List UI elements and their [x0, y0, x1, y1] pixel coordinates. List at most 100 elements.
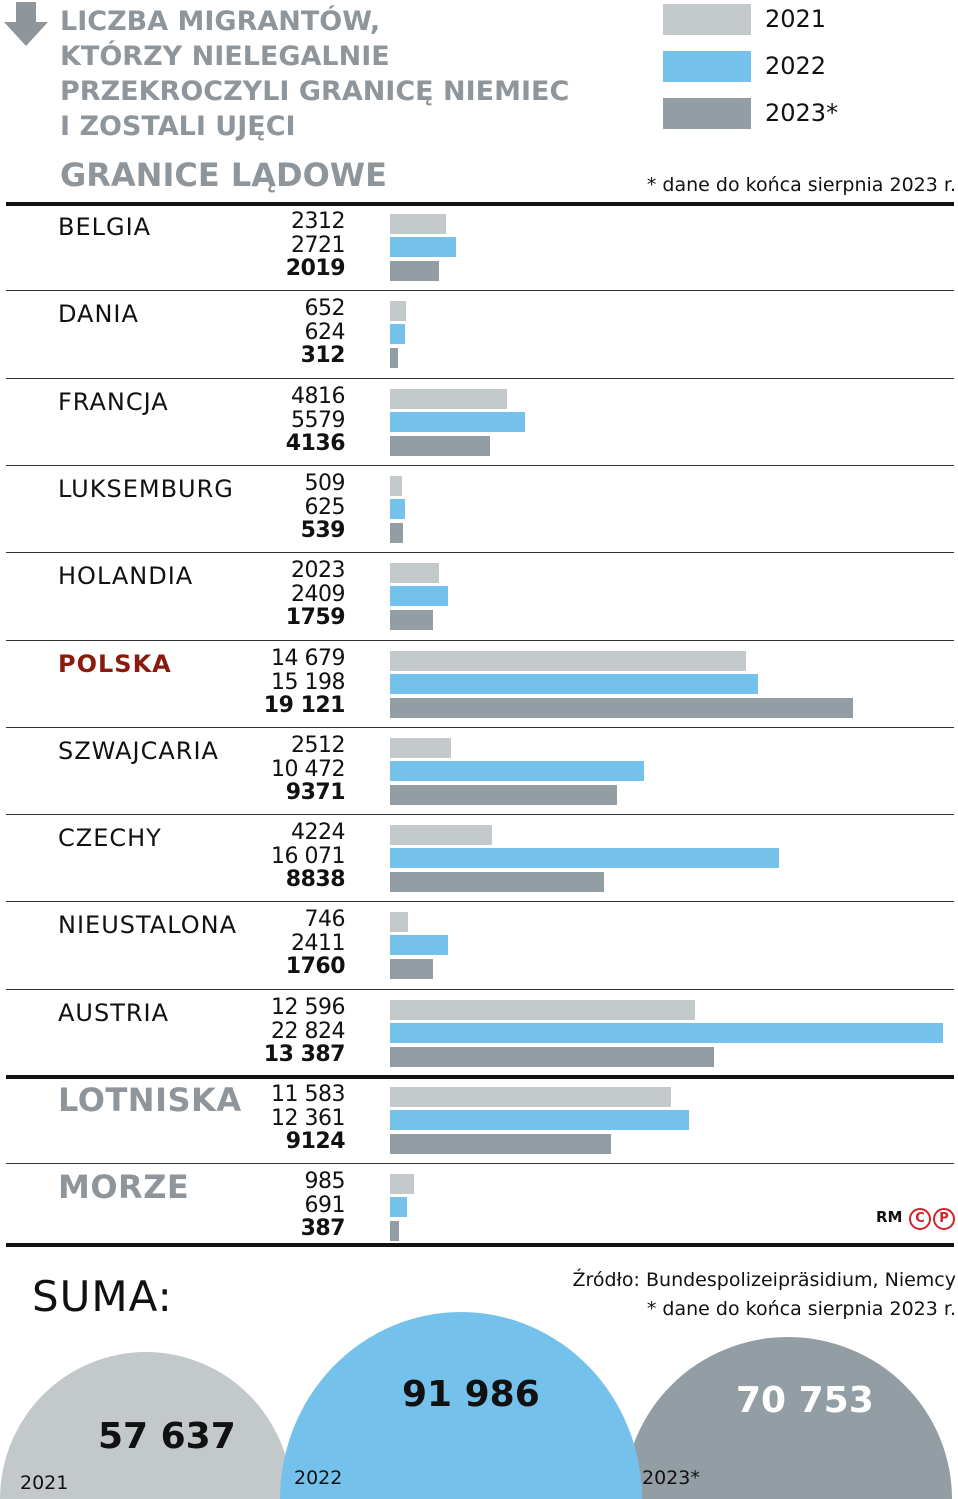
rule-row [6, 640, 954, 641]
footnote-top: * dane do końca sierpnia 2023 r. [646, 174, 956, 196]
data-label-luksemburg-2023: 539 [300, 518, 346, 543]
bar-lotniska-2021 [390, 1087, 671, 1107]
bar-belgia-2023 [390, 261, 439, 281]
bar-dania-2021 [390, 301, 406, 321]
data-label-belgia-2022: 2721 [291, 233, 346, 258]
row-label-lotniska: LOTNISKA [58, 1081, 242, 1119]
bar-czechy-2023 [390, 872, 604, 892]
total-value-2022: 91 986 [402, 1374, 540, 1415]
bar-nieustalona-2021 [390, 912, 408, 932]
data-label-austria-2022: 22 824 [271, 1019, 345, 1044]
data-label-lotniska-2021: 11 583 [271, 1082, 345, 1107]
bar-austria-2022 [390, 1023, 943, 1043]
rule-bottom [6, 1243, 954, 1247]
data-label-luksemburg-2022: 625 [304, 495, 346, 520]
row-label-polska: POLSKA [58, 650, 172, 678]
section-heading-land: GRANICE LĄDOWE [60, 156, 387, 194]
total-value-2021: 57 637 [98, 1416, 236, 1457]
data-label-morze-2021: 985 [304, 1169, 346, 1194]
rule-row [6, 378, 954, 379]
data-label-czechy-2022: 16 071 [271, 844, 345, 869]
data-label-szwajcaria-2023: 9371 [285, 780, 346, 805]
bar-francja-2021 [390, 389, 507, 409]
bar-austria-2021 [390, 1000, 695, 1020]
data-label-dania-2023: 312 [300, 343, 346, 368]
data-label-lotniska-2023: 9124 [285, 1129, 346, 1154]
data-label-lotniska-2022: 12 361 [271, 1106, 345, 1131]
data-label-dania-2022: 624 [304, 320, 346, 345]
bar-czechy-2021 [390, 825, 492, 845]
bar-austria-2023 [390, 1047, 714, 1067]
data-label-morze-2022: 691 [304, 1193, 346, 1218]
bar-morze-2023 [390, 1221, 399, 1241]
bar-szwajcaria-2023 [390, 785, 617, 805]
bar-luksemburg-2022 [390, 499, 405, 519]
bar-polska-2022 [390, 674, 758, 694]
summary-footnote: * dane do końca sierpnia 2023 r. [646, 1298, 956, 1320]
bar-holandia-2023 [390, 610, 433, 630]
row-label-austria: AUSTRIA [58, 999, 170, 1027]
total-value-2023: 70 753 [736, 1380, 874, 1421]
bar-francja-2022 [390, 412, 525, 432]
bar-dania-2022 [390, 324, 405, 344]
title-line: PRZEKROCZYLI GRANICĘ NIEMIEC [60, 76, 570, 107]
data-label-nieustalona-2023: 1760 [285, 954, 346, 979]
bar-szwajcaria-2021 [390, 738, 451, 758]
data-label-szwajcaria-2021: 2512 [291, 733, 346, 758]
title-line: KTÓRZY NIELEGALNIE [60, 41, 390, 72]
row-label-szwajcaria: SZWAJCARIA [58, 737, 219, 765]
row-label-luksemburg: LUKSEMBURG [58, 475, 234, 503]
down-arrow-icon [4, 2, 48, 46]
total-year-2022: 2022 [294, 1467, 343, 1489]
row-label-holandia: HOLANDIA [58, 562, 194, 590]
rule-row [6, 814, 954, 815]
rule-row [6, 465, 954, 466]
data-label-austria-2023: 13 387 [263, 1042, 346, 1067]
data-label-holandia-2021: 2023 [291, 558, 346, 583]
bar-lotniska-2023 [390, 1134, 611, 1154]
rule-row [6, 901, 954, 902]
data-label-luksemburg-2021: 509 [304, 471, 346, 496]
data-label-francja-2022: 5579 [291, 408, 346, 433]
bar-dania-2023 [390, 348, 398, 368]
rule-section [6, 1075, 954, 1079]
bar-polska-2021 [390, 651, 746, 671]
row-label-belgia: BELGIA [58, 213, 152, 241]
rule-row [6, 989, 954, 990]
bar-nieustalona-2023 [390, 959, 433, 979]
copyright-logo: C [909, 1208, 931, 1230]
bar-morze-2021 [390, 1174, 414, 1194]
data-label-belgia-2021: 2312 [291, 209, 346, 234]
chart-title: LICZBA MIGRANTÓW, KTÓRZY NIELEGALNIE PRZ… [60, 4, 620, 144]
bar-morze-2022 [390, 1197, 407, 1217]
source-note: Źródło: Bundespolizeipräsidium, Niemcy *… [572, 1266, 956, 1324]
total-year-2021: 2021 [20, 1472, 69, 1494]
bar-luksemburg-2021 [390, 476, 402, 496]
data-label-polska-2021: 14 679 [271, 646, 345, 671]
row-label-nieustalona: NIEUSTALONA [58, 911, 237, 939]
title-line: I ZOSTALI UJĘCI [60, 111, 296, 142]
data-label-austria-2021: 12 596 [271, 995, 345, 1020]
bar-belgia-2021 [390, 214, 446, 234]
data-label-morze-2023: 387 [300, 1216, 346, 1241]
data-label-belgia-2023: 2019 [285, 256, 346, 281]
row-label-morze: MORZE [58, 1168, 190, 1206]
legend-label: 2023* [765, 99, 839, 127]
bar-holandia-2022 [390, 586, 448, 606]
legend-swatch [663, 4, 751, 35]
rule-row [6, 1163, 954, 1164]
summary-label: SUMA: [32, 1272, 173, 1321]
data-label-holandia-2023: 1759 [285, 605, 346, 630]
bar-holandia-2021 [390, 563, 439, 583]
legend-swatch [663, 51, 751, 82]
data-label-szwajcaria-2022: 10 472 [271, 757, 345, 782]
data-label-holandia-2022: 2409 [291, 582, 346, 607]
data-label-francja-2021: 4816 [291, 384, 346, 409]
data-label-polska-2023: 19 121 [263, 693, 346, 718]
rule-top [6, 202, 954, 206]
data-label-czechy-2021: 4224 [291, 820, 346, 845]
bar-nieustalona-2022 [390, 935, 448, 955]
data-label-nieustalona-2022: 2411 [291, 931, 346, 956]
row-label-francja: FRANCJA [58, 388, 169, 416]
bar-belgia-2022 [390, 237, 456, 257]
